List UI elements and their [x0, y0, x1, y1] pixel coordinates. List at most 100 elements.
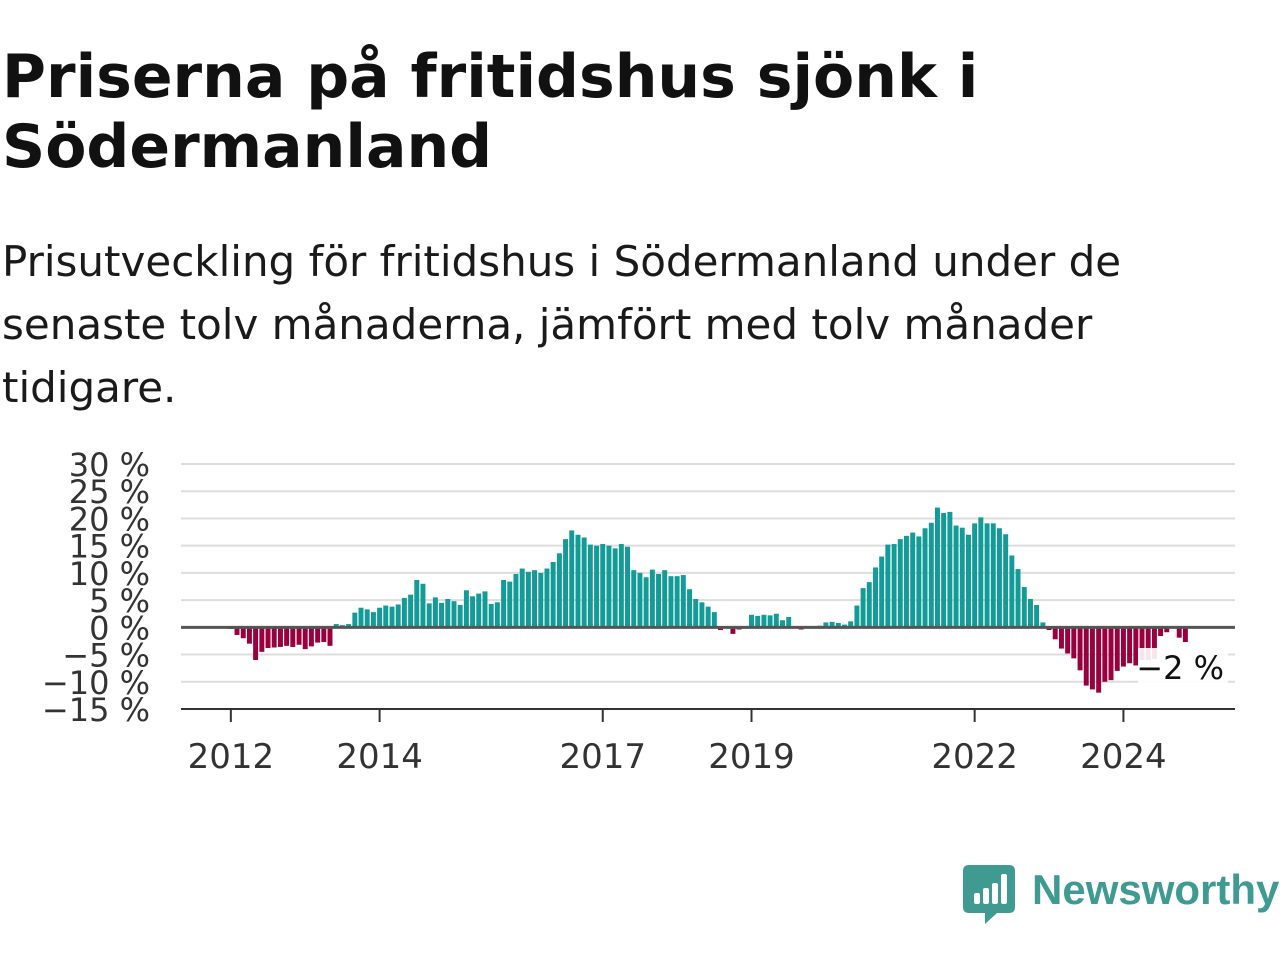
newsworthy-logo-icon: [963, 865, 1015, 924]
bar: [383, 605, 389, 628]
bar: [848, 621, 854, 628]
y-tick-label: −5 %: [62, 637, 150, 675]
bar: [1089, 627, 1095, 690]
bar: [643, 577, 649, 628]
bar: [284, 627, 290, 646]
bar: [693, 599, 699, 628]
bar: [687, 589, 693, 628]
bar: [451, 601, 457, 628]
bar: [519, 568, 525, 628]
bar: [891, 544, 897, 628]
last-value-label: −2 %: [1136, 649, 1224, 687]
bar: [1077, 627, 1083, 671]
bar-chart: 30 %25 %20 %15 %10 %5 %0 %−5 %−10 %−15 %…: [42, 446, 1235, 777]
last-value-label-bg: [1138, 648, 1228, 688]
bar: [501, 579, 507, 628]
bar: [414, 579, 420, 628]
bar: [699, 602, 705, 628]
y-tick-label: −10 %: [42, 664, 150, 702]
bar: [346, 624, 352, 628]
bar: [352, 612, 358, 628]
bar: [680, 575, 686, 628]
bar: [637, 572, 643, 628]
bar: [401, 597, 407, 628]
bar: [730, 627, 736, 634]
bar: [594, 545, 600, 628]
chart-title: Priserna på fritidshus sjönk i Södermanl…: [2, 42, 979, 182]
y-tick-label: 20 %: [69, 500, 150, 538]
y-tick-label: 10 %: [69, 555, 150, 593]
bar: [1120, 627, 1126, 667]
bar: [1071, 627, 1077, 659]
bar: [1040, 622, 1046, 628]
x-tick-label: 2017: [559, 737, 646, 777]
bar: [866, 582, 872, 628]
bar: [271, 627, 277, 648]
bar: [327, 627, 333, 646]
bar: [668, 576, 674, 628]
bar: [662, 570, 668, 628]
bar: [482, 591, 488, 628]
bar: [426, 603, 432, 628]
bar: [959, 527, 965, 628]
bar: [873, 567, 878, 628]
bar: [903, 535, 909, 628]
bar: [916, 536, 922, 628]
bar: [290, 627, 296, 647]
bar: [1158, 627, 1164, 637]
bar: [463, 590, 469, 628]
bar: [823, 622, 829, 628]
bar: [996, 528, 1002, 628]
bar: [333, 624, 339, 628]
bar: [780, 620, 786, 628]
bar: [544, 568, 550, 628]
bar: [978, 517, 984, 628]
bar: [1176, 627, 1182, 638]
bar: [755, 615, 761, 628]
bar: [656, 573, 662, 628]
x-tick-label: 2019: [708, 737, 795, 777]
bar: [358, 607, 364, 628]
bar: [1182, 627, 1188, 643]
bar: [488, 603, 494, 628]
x-tick-label: 2012: [188, 737, 275, 777]
bar: [525, 571, 531, 628]
bar: [1102, 627, 1108, 682]
bar: [1009, 555, 1015, 628]
bar: [854, 605, 860, 628]
bar: [1164, 627, 1170, 633]
bar: [432, 597, 438, 628]
bar: [1052, 627, 1058, 640]
bar: [879, 556, 885, 628]
bar: [631, 570, 637, 628]
bar: [1114, 627, 1120, 671]
bar: [773, 613, 779, 628]
bar: [389, 606, 395, 628]
bar: [1015, 569, 1021, 628]
bar: [612, 548, 618, 628]
bar: [457, 605, 463, 628]
bar: [259, 627, 265, 652]
x-tick-label: 2022: [931, 737, 1018, 777]
bar: [922, 528, 928, 628]
bar: [265, 627, 271, 649]
bar: [302, 627, 308, 650]
bar: [749, 614, 754, 628]
bar: [364, 609, 370, 628]
x-tick-label: 2024: [1080, 737, 1167, 777]
bar: [1108, 627, 1114, 681]
bar: [829, 621, 835, 628]
bar: [377, 607, 383, 628]
bar: [476, 593, 482, 628]
bar: [538, 572, 544, 628]
bar: [934, 507, 940, 628]
bar: [470, 596, 476, 628]
bar: [370, 612, 376, 628]
bar: [990, 523, 996, 628]
bar: [618, 544, 624, 628]
bar: [296, 627, 302, 645]
bar: [984, 523, 990, 628]
bar: [532, 570, 538, 628]
bar: [1083, 627, 1089, 686]
bar: [550, 562, 556, 628]
